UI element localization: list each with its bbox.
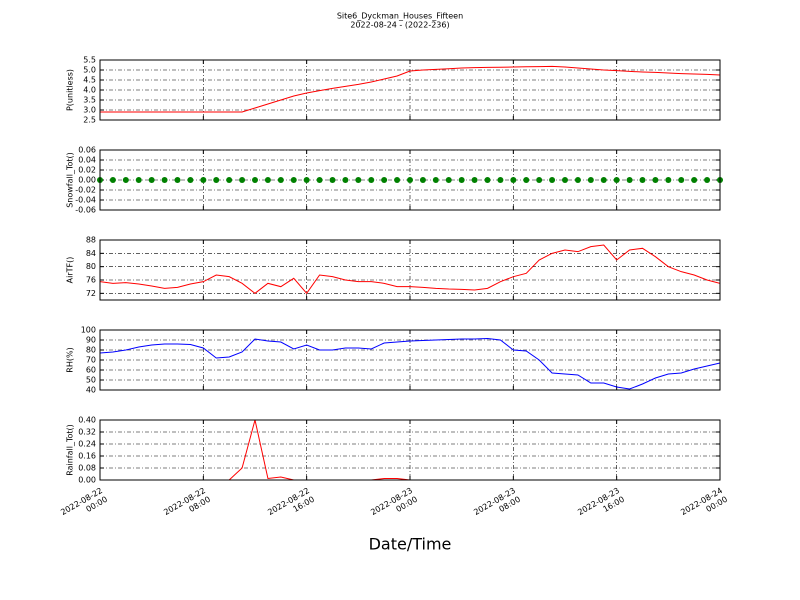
y-tick-label: -0.04	[75, 196, 96, 205]
data-line	[99, 337, 721, 390]
y-tick-label: 76	[86, 276, 96, 285]
data-point	[574, 177, 581, 183]
chart-title: Site6_Dyckman_Houses_Fifteen	[337, 12, 463, 21]
y-tick-label: -0.02	[75, 186, 96, 195]
data-point	[458, 177, 465, 183]
y-axis-label: Rainfall_Tot()	[66, 424, 75, 476]
data-point	[639, 177, 646, 183]
data-point	[290, 177, 297, 183]
data-point	[277, 177, 284, 183]
data-point	[665, 177, 672, 183]
y-tick-label: 0.32	[78, 428, 96, 437]
y-tick-label: 50	[86, 376, 96, 385]
data-point	[252, 177, 258, 183]
data-point	[148, 177, 155, 183]
y-tick-label: -0.06	[75, 206, 96, 215]
plot-frame	[99, 149, 721, 211]
data-point	[264, 177, 271, 183]
y-tick-label: 60	[86, 366, 96, 375]
data-line	[100, 65, 721, 113]
x-axis-label: Date/Time	[369, 535, 452, 554]
y-tick-label: 0.40	[78, 416, 96, 425]
data-point	[381, 177, 388, 183]
data-point	[329, 177, 336, 183]
data-point	[600, 177, 607, 183]
data-point	[536, 177, 543, 183]
y-tick-label: 0.08	[78, 464, 96, 473]
y-axis-label: RH(%)	[66, 347, 75, 372]
data-point	[549, 177, 556, 183]
data-point	[174, 177, 181, 183]
y-tick-label: 0.00	[78, 176, 96, 185]
y-tick-label: 90	[86, 336, 96, 345]
plot-frame	[99, 329, 721, 391]
y-tick-label: 70	[86, 356, 96, 365]
y-tick-label: 100	[81, 326, 96, 335]
data-point	[704, 177, 711, 183]
y-tick-label: 0.06	[78, 146, 96, 155]
data-point	[562, 177, 568, 183]
plot-frame	[99, 239, 721, 301]
data-point	[445, 177, 452, 183]
y-tick-label: 5.0	[83, 66, 96, 75]
y-tick-label: 80	[86, 262, 96, 271]
y-axis-label: AirTF()	[66, 257, 75, 284]
data-point	[432, 177, 439, 183]
data-point	[303, 177, 310, 183]
y-tick-label: 40	[86, 386, 96, 395]
data-point	[407, 177, 413, 183]
data-line	[99, 244, 721, 295]
data-point	[484, 177, 491, 183]
data-point	[135, 177, 142, 183]
data-point	[226, 177, 233, 183]
y-tick-label: 0.16	[78, 452, 96, 461]
data-point	[316, 177, 323, 183]
y-tick-label: 4.5	[83, 76, 96, 85]
y-axis-label: P(unitless)	[66, 69, 75, 111]
y-tick-label: 0.04	[78, 156, 96, 165]
data-point	[523, 177, 530, 183]
y-tick-label: 4.0	[83, 86, 96, 95]
data-point	[187, 177, 194, 183]
data-point	[691, 177, 698, 183]
data-point	[213, 177, 220, 183]
y-tick-label: 72	[86, 289, 96, 298]
data-point	[652, 177, 659, 183]
y-axis-label: Snowfall_Tot()	[66, 152, 75, 208]
plot-frame	[99, 59, 721, 121]
data-point	[419, 177, 426, 183]
y-tick-label: 80	[86, 346, 96, 355]
y-tick-label: 5.5	[83, 56, 96, 65]
y-tick-label: 2.5	[83, 116, 96, 125]
y-tick-label: 84	[86, 249, 96, 258]
data-point	[394, 177, 401, 183]
data-point	[471, 177, 478, 183]
data-point	[510, 177, 517, 183]
chart-subtitle: 2022-08-24 - (2022-236)	[350, 21, 449, 30]
y-tick-label: 3.0	[83, 106, 96, 115]
data-point	[355, 177, 362, 183]
data-point	[200, 177, 207, 183]
data-point	[587, 177, 594, 183]
data-point	[122, 177, 129, 183]
y-tick-label: 0.02	[78, 166, 96, 175]
data-point	[497, 177, 504, 183]
data-point	[342, 177, 349, 183]
data-point	[368, 177, 375, 183]
data-point	[109, 177, 116, 183]
data-point	[161, 177, 168, 183]
y-tick-label: 0.24	[78, 440, 96, 449]
data-point	[626, 177, 633, 183]
data-point	[678, 177, 685, 183]
plot-frame	[99, 419, 721, 481]
data-point	[239, 177, 246, 183]
y-tick-label: 88	[86, 236, 96, 245]
y-tick-label: 0.00	[78, 476, 96, 485]
y-tick-label: 3.5	[83, 96, 96, 105]
data-point	[613, 177, 620, 183]
